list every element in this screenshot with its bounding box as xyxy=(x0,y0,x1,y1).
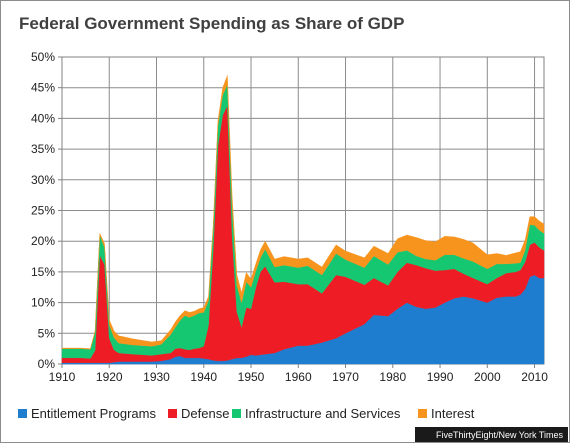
x-tick-label: 1970 xyxy=(332,370,359,384)
y-tick-label: 0% xyxy=(38,357,56,371)
legend: Entitlement Programs Defense Infrastructur… xyxy=(18,406,475,421)
legend-swatch-interest xyxy=(418,409,427,418)
x-tick-label: 2000 xyxy=(474,370,501,384)
y-tick-label: 50% xyxy=(31,50,55,64)
y-tick-label: 5% xyxy=(38,326,56,340)
credit-text: FiveThirtyEight/New York Times xyxy=(436,430,564,440)
x-tick-label: 1960 xyxy=(285,370,312,384)
legend-swatch-entitlement-programs xyxy=(18,409,27,418)
area-series xyxy=(61,75,545,365)
x-tick-label: 1940 xyxy=(190,370,217,384)
y-tick-label: 40% xyxy=(31,111,55,125)
area-interest xyxy=(61,75,545,350)
y-tick-label: 10% xyxy=(31,296,55,310)
legend-label-defense: Defense xyxy=(181,406,229,421)
y-tick-label: 20% xyxy=(31,234,55,248)
legend-label-infrastructure-and-services: Infrastructure and Services xyxy=(245,406,401,421)
y-tick-label: 45% xyxy=(31,81,55,95)
legend-label-entitlement-programs: Entitlement Programs xyxy=(31,406,156,421)
y-tick-label: 25% xyxy=(31,204,55,218)
x-tick-label: 1950 xyxy=(238,370,265,384)
x-axis: 1910 1920 1930 1940 1950 1960 1970 1980 1990 2000… xyxy=(49,364,548,384)
legend-swatch-infrastructure-and-services xyxy=(232,409,241,418)
x-tick-label: 1910 xyxy=(49,370,76,384)
y-tick-label: 30% xyxy=(31,173,55,187)
x-tick-label: 1930 xyxy=(143,370,170,384)
legend-swatch-defense xyxy=(168,409,177,418)
x-tick-label: 1920 xyxy=(96,370,123,384)
credit-bar xyxy=(415,427,568,442)
x-tick-label: 2010 xyxy=(521,370,548,384)
y-tick-label: 35% xyxy=(31,142,55,156)
chart-title: Federal Government Spending as Share of … xyxy=(19,14,404,33)
x-tick-label: 1990 xyxy=(427,370,454,384)
x-tick-label: 1980 xyxy=(379,370,406,384)
y-axis: 0% 5% 10% 15% 20% 25% 30% 35% 40% 45% 50% xyxy=(31,50,62,371)
legend-label-interest: Interest xyxy=(431,406,475,421)
y-tick-label: 15% xyxy=(31,265,55,279)
